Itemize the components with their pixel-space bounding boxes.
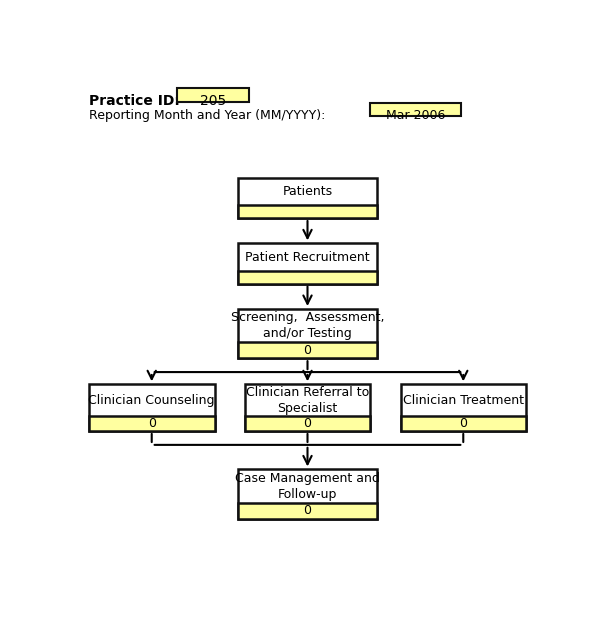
FancyBboxPatch shape <box>89 384 215 431</box>
FancyBboxPatch shape <box>401 416 526 431</box>
Text: Case Management and
Follow-up: Case Management and Follow-up <box>235 472 380 501</box>
Text: Clinician Counseling: Clinician Counseling <box>88 394 215 406</box>
FancyBboxPatch shape <box>238 309 377 358</box>
Text: Reporting Month and Year (MM/YYYY):: Reporting Month and Year (MM/YYYY): <box>89 108 325 122</box>
FancyBboxPatch shape <box>238 178 377 218</box>
Text: 0: 0 <box>459 417 467 430</box>
FancyBboxPatch shape <box>238 342 377 358</box>
FancyBboxPatch shape <box>238 205 377 218</box>
Text: Patients: Patients <box>283 185 332 198</box>
Text: 0: 0 <box>304 344 311 357</box>
FancyBboxPatch shape <box>178 88 250 102</box>
Text: Practice ID:: Practice ID: <box>89 94 180 108</box>
Text: 205: 205 <box>200 94 227 108</box>
Text: 0: 0 <box>304 504 311 517</box>
Text: Patient Recruitment: Patient Recruitment <box>245 251 370 263</box>
FancyBboxPatch shape <box>238 271 377 284</box>
Text: 0: 0 <box>304 417 311 430</box>
Text: 0: 0 <box>148 417 156 430</box>
Text: Clinician Referral to
Specialist: Clinician Referral to Specialist <box>246 386 369 415</box>
FancyBboxPatch shape <box>245 384 370 431</box>
FancyBboxPatch shape <box>401 384 526 431</box>
Text: Screening,  Assessment,
and/or Testing: Screening, Assessment, and/or Testing <box>231 311 384 340</box>
FancyBboxPatch shape <box>370 103 461 117</box>
FancyBboxPatch shape <box>89 416 215 431</box>
FancyBboxPatch shape <box>245 416 370 431</box>
Text: Mar 2006: Mar 2006 <box>386 108 446 122</box>
FancyBboxPatch shape <box>238 503 377 519</box>
FancyBboxPatch shape <box>238 469 377 519</box>
Text: Clinician Treatment: Clinician Treatment <box>403 394 524 406</box>
FancyBboxPatch shape <box>238 243 377 284</box>
